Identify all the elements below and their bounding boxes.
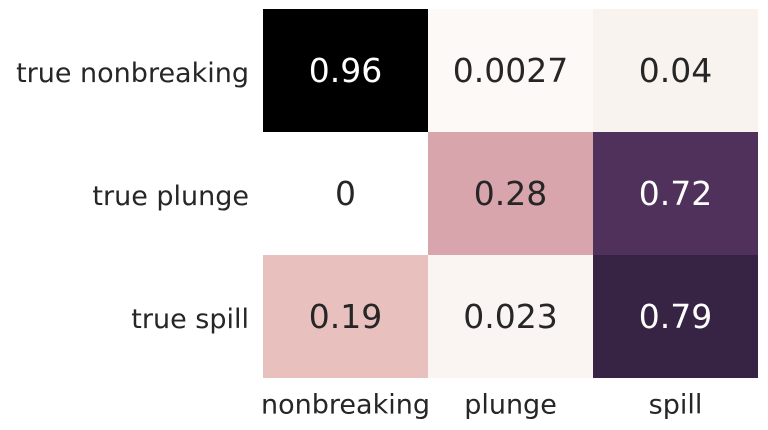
column-label: nonbreaking bbox=[261, 390, 430, 421]
cell-value-label: 0 bbox=[335, 174, 356, 213]
heatmap-cell-1-1 bbox=[263, 9, 428, 132]
row-label: true nonbreaking bbox=[16, 58, 249, 89]
cell-value-label: 0.96 bbox=[309, 51, 382, 90]
heatmap-cell-2-3 bbox=[593, 132, 758, 255]
heatmap-cell-3-3 bbox=[593, 255, 758, 378]
cell-value-label: 0.28 bbox=[474, 174, 547, 213]
heatmap-cell-2-2 bbox=[428, 132, 593, 255]
heatmap-cell-1-3 bbox=[593, 9, 758, 132]
column-label: spill bbox=[649, 390, 703, 421]
cell-value-label: 0.0027 bbox=[453, 51, 568, 90]
cell-value-label: 0.023 bbox=[463, 297, 557, 336]
heatmap-cell-2-1 bbox=[263, 132, 428, 255]
column-label: plunge bbox=[464, 390, 557, 421]
heatmap-cell-3-1 bbox=[263, 255, 428, 378]
row-label: true plunge bbox=[92, 181, 249, 212]
cell-value-label: 0.04 bbox=[639, 51, 712, 90]
row-label: true spill bbox=[131, 304, 249, 335]
column-labels: nonbreaking plunge spill bbox=[261, 390, 702, 421]
heatmap-cell-1-2 bbox=[428, 9, 593, 132]
heatmap-cell-3-2 bbox=[428, 255, 593, 378]
cell-value-label: 0.72 bbox=[639, 174, 712, 213]
cell-value-label: 0.19 bbox=[309, 297, 382, 336]
row-labels: true nonbreaking true plunge true spill bbox=[16, 58, 249, 335]
heatmap-cells: 0.96 0.0027 0.04 0 0.28 0.72 0.19 0.023 0.79 bbox=[263, 9, 758, 378]
cell-value-label: 0.79 bbox=[639, 297, 712, 336]
